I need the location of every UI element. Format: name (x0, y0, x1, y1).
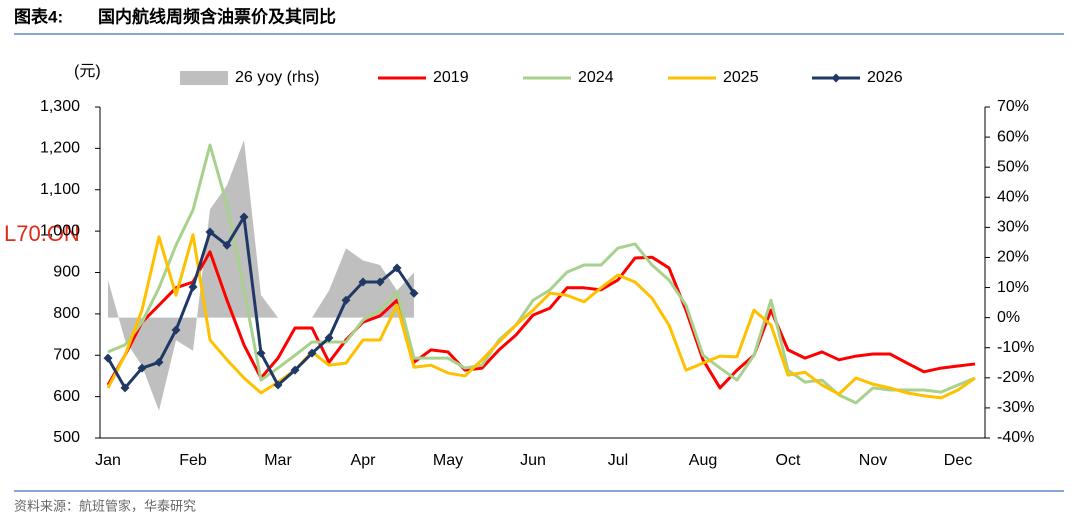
x-tick-label: Jan (95, 452, 121, 469)
legend-label: 2024 (578, 69, 614, 86)
y2-tick-label: -10% (997, 339, 1034, 356)
area (108, 140, 414, 411)
y-tick-label: 1,300 (40, 98, 80, 115)
marker (358, 277, 368, 287)
annotation: L70.ON (4, 221, 80, 246)
y2-tick-label: 30% (997, 219, 1029, 236)
marker (222, 240, 232, 250)
x-tick-label: Jul (608, 452, 628, 469)
y-tick-label: 1,100 (40, 181, 80, 198)
legend-label: 2026 (867, 69, 903, 86)
marker (273, 380, 283, 390)
x-tick-label: Dec (944, 452, 972, 469)
line (106, 250, 976, 390)
y2-tick-label: 10% (997, 279, 1029, 296)
x-tick-label: Feb (179, 452, 207, 469)
marker (341, 295, 351, 305)
marker (120, 383, 130, 393)
x-tick-label: Oct (776, 452, 801, 469)
marker (392, 263, 402, 273)
y-tick-label: 900 (53, 264, 80, 281)
marker (290, 365, 300, 375)
x-tick-label: Mar (264, 452, 292, 469)
source-note: 资料来源：航班管家，华泰研究 (14, 498, 196, 513)
y2-tick-label: -20% (997, 369, 1034, 386)
marker (256, 348, 266, 358)
x-tick-label: Apr (351, 452, 377, 469)
legend-marker (831, 73, 841, 83)
marker (103, 353, 113, 363)
marker (409, 288, 419, 298)
marker (171, 325, 181, 335)
marker (375, 277, 385, 287)
x-tick-label: Jun (520, 452, 546, 469)
marker (154, 357, 164, 367)
line (107, 143, 976, 405)
x-tick-label: Aug (689, 452, 717, 469)
y2-tick-label: 60% (997, 128, 1029, 145)
y-tick-label: 1,000 (40, 222, 80, 239)
y2-tick-label: 70% (997, 98, 1029, 115)
x-tick-label: May (433, 452, 463, 469)
y2-tick-label: 0% (997, 309, 1020, 326)
legend-label: 26 yoy (rhs) (235, 69, 319, 86)
legend-label: 2025 (723, 69, 759, 86)
marker (137, 363, 147, 373)
legend-swatch (180, 71, 228, 85)
marker (324, 333, 334, 343)
y-tick-label: 800 (53, 305, 80, 322)
figure-label: 图表4: (14, 6, 63, 26)
y-tick-label: 700 (53, 346, 80, 363)
line (106, 233, 976, 400)
x-tick-label: Nov (859, 452, 887, 469)
marker (239, 212, 249, 222)
legend-label: 2019 (433, 69, 469, 86)
y2-tick-label: 50% (997, 158, 1029, 175)
marker (188, 282, 198, 292)
y-tick-label: 1,200 (40, 140, 80, 157)
y2-tick-label: 20% (997, 249, 1029, 266)
y2-tick-label: -30% (997, 399, 1034, 416)
marker (307, 348, 317, 358)
y-tick-label: 500 (53, 429, 80, 446)
marker (205, 227, 215, 237)
y2-tick-label: 40% (997, 188, 1029, 205)
chart-title: 国内航线周频含油票价及其同比 (98, 6, 336, 26)
y-tick-label: 600 (53, 388, 80, 405)
y-axis-label: (元) (74, 63, 101, 80)
y2-tick-label: -40% (997, 429, 1034, 446)
